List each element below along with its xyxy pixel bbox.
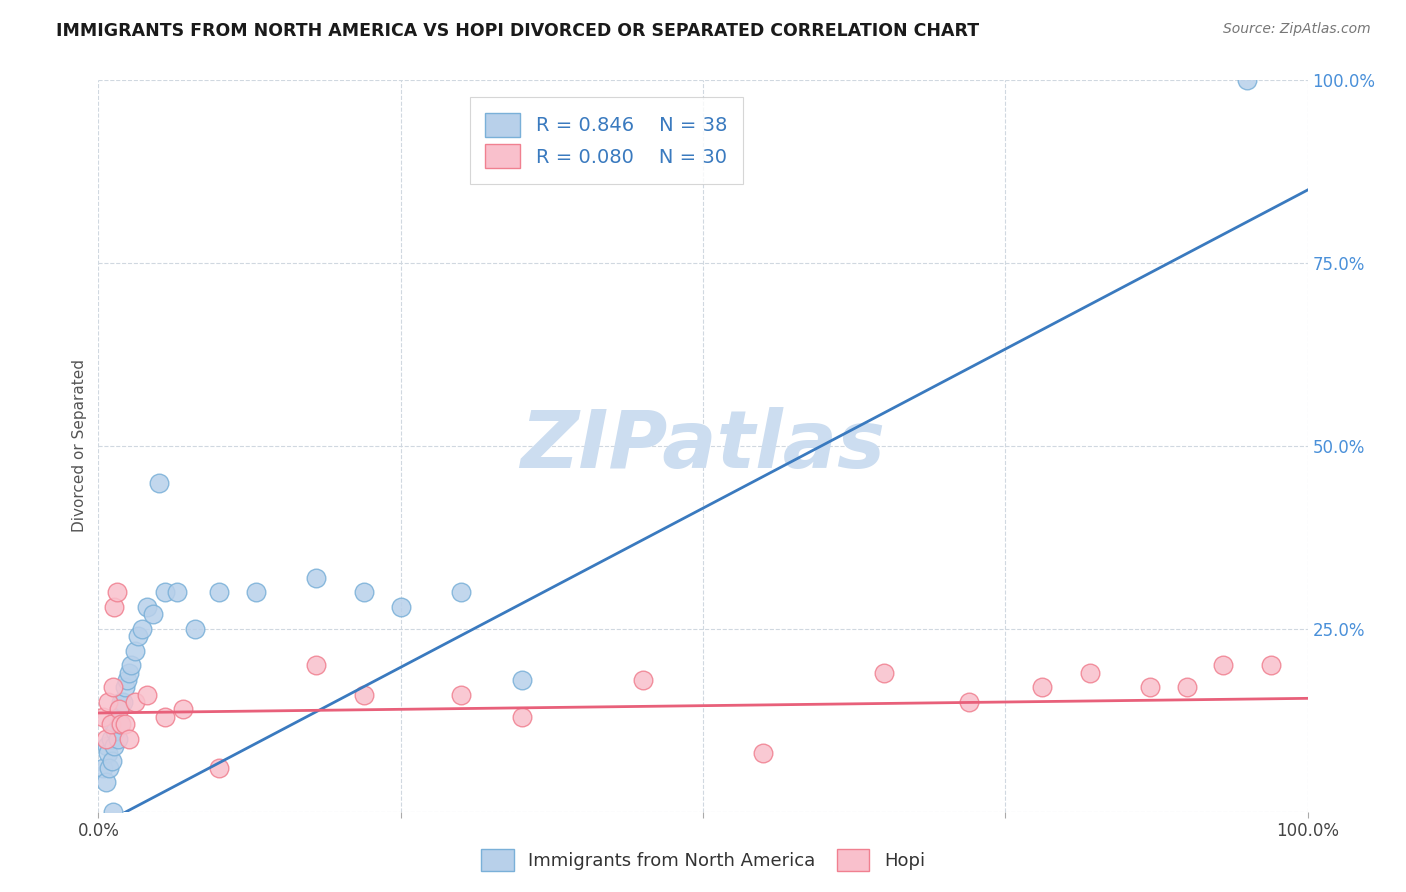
Point — [124, 695, 146, 709]
Point — [100, 731, 122, 746]
Point — [118, 665, 141, 680]
Point — [510, 709, 533, 723]
Point — [142, 607, 165, 622]
Point — [91, 761, 114, 775]
Point — [100, 717, 122, 731]
Point — [1175, 681, 1198, 695]
Point — [957, 695, 980, 709]
Point — [105, 585, 128, 599]
Point — [148, 475, 170, 490]
Point — [101, 681, 124, 695]
Point — [353, 688, 375, 702]
Point — [94, 775, 117, 789]
Legend: R = 0.846    N = 38, R = 0.080    N = 30: R = 0.846 N = 38, R = 0.080 N = 30 — [470, 97, 742, 184]
Point — [105, 709, 128, 723]
Point — [305, 571, 328, 585]
Point — [101, 805, 124, 819]
Point — [353, 585, 375, 599]
Point — [245, 585, 267, 599]
Point — [127, 629, 149, 643]
Point — [98, 761, 121, 775]
Point — [91, 709, 114, 723]
Point — [114, 681, 136, 695]
Point — [208, 761, 231, 775]
Point — [110, 695, 132, 709]
Point — [111, 695, 134, 709]
Point — [131, 622, 153, 636]
Point — [97, 746, 120, 760]
Point — [135, 599, 157, 614]
Point — [96, 739, 118, 753]
Point — [1212, 658, 1234, 673]
Point — [110, 717, 132, 731]
Point — [510, 673, 533, 687]
Point — [1260, 658, 1282, 673]
Legend: Immigrants from North America, Hopi: Immigrants from North America, Hopi — [474, 842, 932, 879]
Point — [1078, 665, 1101, 680]
Point — [108, 717, 131, 731]
Point — [166, 585, 188, 599]
Point — [153, 585, 176, 599]
Point — [1139, 681, 1161, 695]
Point — [94, 731, 117, 746]
Point — [124, 644, 146, 658]
Point — [108, 702, 131, 716]
Point — [135, 688, 157, 702]
Point — [101, 717, 124, 731]
Point — [103, 599, 125, 614]
Text: IMMIGRANTS FROM NORTH AMERICA VS HOPI DIVORCED OR SEPARATED CORRELATION CHART: IMMIGRANTS FROM NORTH AMERICA VS HOPI DI… — [56, 22, 980, 40]
Point — [450, 585, 472, 599]
Point — [97, 695, 120, 709]
Point — [450, 688, 472, 702]
Point — [1031, 681, 1053, 695]
Text: Source: ZipAtlas.com: Source: ZipAtlas.com — [1223, 22, 1371, 37]
Point — [120, 658, 142, 673]
Point — [104, 724, 127, 739]
Point — [1236, 73, 1258, 87]
Point — [114, 717, 136, 731]
Point — [107, 731, 129, 746]
Point — [208, 585, 231, 599]
Point — [389, 599, 412, 614]
Point — [631, 673, 654, 687]
Point — [108, 702, 131, 716]
Point — [100, 754, 122, 768]
Point — [752, 746, 775, 760]
Text: ZIPatlas: ZIPatlas — [520, 407, 886, 485]
Point — [873, 665, 896, 680]
Y-axis label: Divorced or Separated: Divorced or Separated — [72, 359, 87, 533]
Point — [103, 739, 125, 753]
Point — [153, 709, 176, 723]
Point — [118, 731, 141, 746]
Point — [172, 702, 194, 716]
Point — [305, 658, 328, 673]
Point — [117, 673, 139, 687]
Point — [184, 622, 207, 636]
